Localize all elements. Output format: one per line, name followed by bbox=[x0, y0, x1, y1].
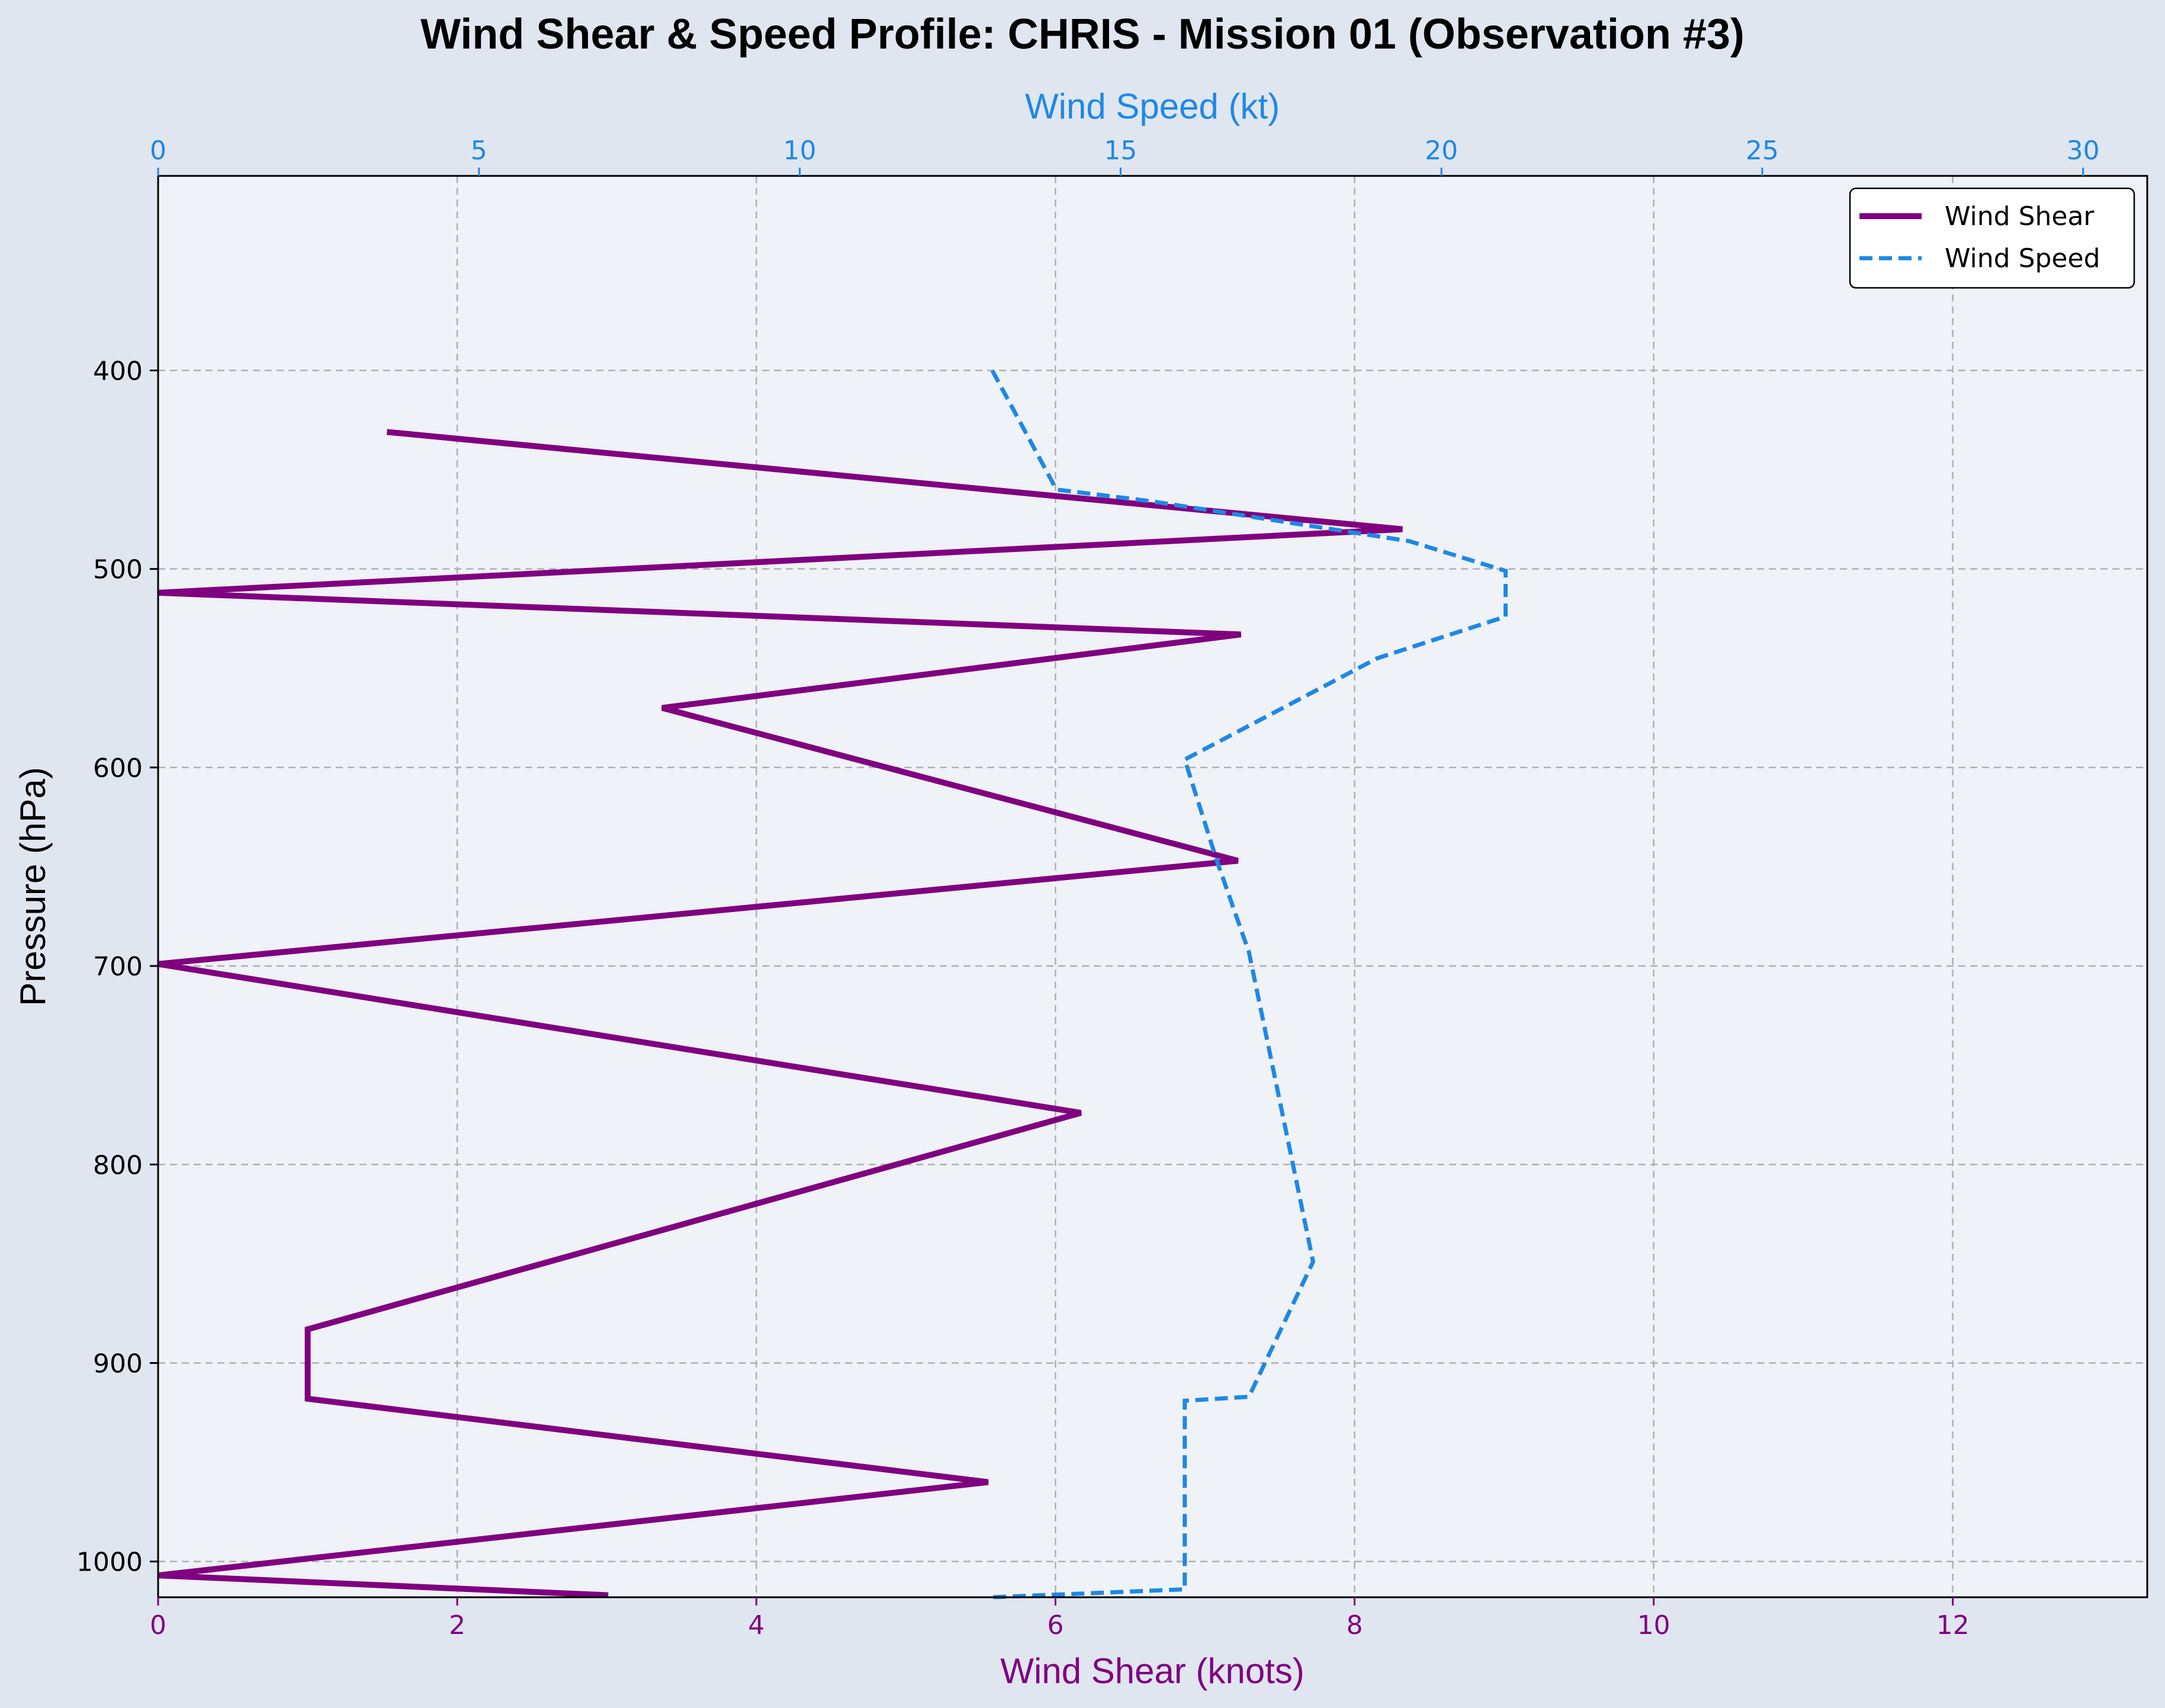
wind-shear-point-8 bbox=[305, 1327, 311, 1333]
wind-speed-point-5 bbox=[1503, 614, 1509, 619]
tick-label-pressure: 600 bbox=[93, 753, 143, 784]
legend-label-wind-speed: Wind Speed bbox=[1945, 243, 2100, 274]
wind-speed-point-6 bbox=[1374, 656, 1380, 662]
tick-label-shear: 0 bbox=[150, 1610, 166, 1640]
wind-speed-point-9 bbox=[1246, 949, 1252, 955]
tick-label-pressure: 900 bbox=[93, 1349, 143, 1379]
tick-label-shear: 8 bbox=[1346, 1610, 1363, 1640]
tick-label-shear: 4 bbox=[748, 1610, 765, 1640]
wind-shear-point-4 bbox=[659, 705, 665, 711]
tick-label-speed: 20 bbox=[1425, 136, 1458, 166]
wind-speed-point-10 bbox=[1310, 1259, 1316, 1265]
plot-area bbox=[158, 176, 2147, 1597]
tick-label-speed: 25 bbox=[1746, 136, 1779, 166]
wind-shear-point-1 bbox=[1399, 526, 1405, 532]
wind-shear-point-0 bbox=[384, 429, 390, 435]
legend: Wind Shear Wind Speed bbox=[1849, 187, 2135, 289]
wind-shear-point-5 bbox=[1235, 858, 1241, 863]
wind-speed-point-11 bbox=[1246, 1394, 1252, 1400]
wind-speed-line bbox=[990, 369, 1508, 1600]
wind-shear-point-7 bbox=[1078, 1110, 1084, 1116]
wind-speed-point-13 bbox=[1182, 1587, 1188, 1593]
wind-speed-point-1 bbox=[1053, 487, 1059, 493]
x-axis-label-top: Wind Speed (kt) bbox=[1025, 86, 1280, 126]
tick-label-pressure: 500 bbox=[93, 555, 143, 585]
wind-speed-point-7 bbox=[1182, 757, 1188, 763]
tick-label-speed: 15 bbox=[1104, 136, 1137, 166]
wind-shear-point-9 bbox=[305, 1396, 311, 1402]
chart-title: Wind Shear & Speed Profile: CHRIS - Miss… bbox=[420, 11, 1745, 58]
axis-ticks: 0 2 4 6 8 10 12 0 5 10 15 20 25 30 400 500 600 700 800 900 1… bbox=[76, 136, 2100, 1640]
tick-label-speed: 5 bbox=[471, 136, 487, 166]
tick-label-shear: 2 bbox=[449, 1610, 465, 1640]
wind-speed-point-0 bbox=[990, 368, 995, 374]
tick-label-pressure: 700 bbox=[93, 952, 143, 982]
tick-label-shear: 12 bbox=[1936, 1610, 1970, 1640]
wind-speed-point-8 bbox=[1214, 858, 1220, 863]
plot-frame bbox=[157, 175, 2148, 1598]
wind-speed-point-4 bbox=[1503, 568, 1509, 574]
tick-label-shear: 10 bbox=[1637, 1610, 1671, 1640]
tick-label-pressure: 400 bbox=[93, 356, 143, 386]
tick-label-speed: 0 bbox=[150, 136, 166, 166]
tick-label-pressure: 800 bbox=[93, 1150, 143, 1180]
tick-label-speed: 30 bbox=[2067, 136, 2100, 166]
x-axis-label-bottom: Wind Shear (knots) bbox=[1000, 1651, 1305, 1691]
wind-shear-point-3 bbox=[1238, 631, 1244, 637]
wind-speed-point-2 bbox=[1150, 499, 1156, 505]
wind-shear-point-10 bbox=[985, 1479, 991, 1485]
y-axis-label: Pressure (hPa) bbox=[13, 767, 53, 1006]
legend-label-wind-shear: Wind Shear bbox=[1945, 201, 2095, 232]
tick-label-pressure: 1000 bbox=[76, 1548, 143, 1578]
tick-label-speed: 10 bbox=[783, 136, 817, 166]
wind-speed-point-12 bbox=[1182, 1398, 1188, 1404]
grid-lines bbox=[157, 176, 2147, 1597]
wind-speed-point-3 bbox=[1406, 538, 1412, 544]
tick-label-shear: 6 bbox=[1047, 1610, 1064, 1640]
